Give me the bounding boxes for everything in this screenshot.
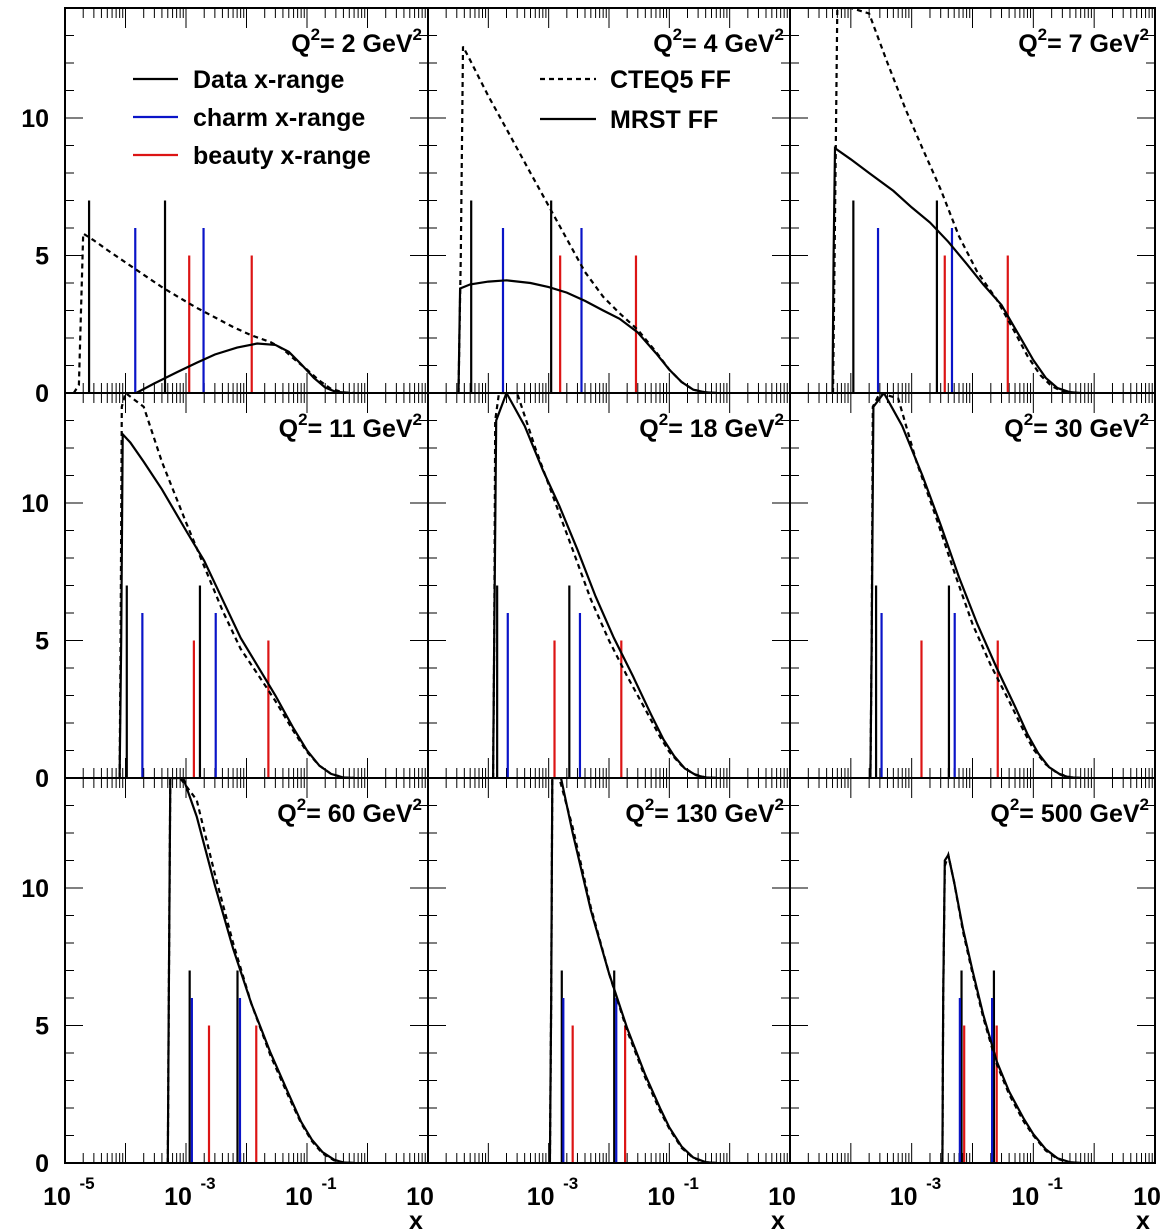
mrst-ff-curve [869,393,1081,778]
panel-1: Q2= 2 GeV2 0 5 10 Data x-range charm x-range b… [21,7,429,408]
y-tick-label: 10 [21,490,49,518]
cteq5-ff-curve [869,393,1081,778]
mrst-ff-curve [457,279,717,393]
x-axis-label: x [409,1207,423,1231]
panel-frame [789,7,1156,394]
y-tick-label: 10 [21,875,49,903]
x-tick-label: 10 [406,1183,434,1211]
panel-frame [427,392,791,779]
panel-title: Q2= 18 GeV2 [639,410,784,443]
x-axis-label: x [771,1207,785,1231]
x-tick-label-exponent: -1 [321,1174,336,1193]
panel-6: Q2= 30 GeV2 [789,392,1156,779]
legend-label: CTEQ5 FF [610,66,731,94]
x-tick-label: 10 [285,1183,313,1211]
panel-title: Q2= 7 GeV2 [1018,25,1149,58]
panel-4: Q2= 11 GeV2 0 5 10 [21,392,429,793]
y-tick-label: 5 [35,628,49,656]
panel-title: Q2= 4 GeV2 [653,25,784,58]
x-tick-label: 10 [647,1183,675,1211]
panel-frame [789,392,1156,779]
x-tick-label: 10 [890,1183,918,1211]
panel-5: Q2= 18 GeV2 [427,392,791,779]
x-tick-label-exponent: -3 [926,1174,941,1193]
y-tick-label: 10 [21,105,49,133]
x-tick-label-exponent: -1 [1048,1174,1063,1193]
legend-label: beauty x-range [193,142,371,170]
legend-curves: CTEQ5 FF MRST FF [540,66,731,134]
cteq5-ff-curve [166,778,355,1163]
mrst-ff-curve [831,146,1081,393]
y-tick-label: 5 [35,1013,49,1041]
panel-title: Q2= 500 GeV2 [990,795,1149,828]
x-tick-label: 10 [164,1183,192,1211]
panel-title: Q2= 30 GeV2 [1004,410,1149,443]
cteq5-ff-curve [457,45,717,393]
panel-title: Q2= 2 GeV2 [291,25,422,58]
mrst-ff-curve [135,342,350,393]
x-tick-label-exponent: -3 [200,1174,215,1193]
legend-label: Data x-range [193,66,345,94]
x-tick-label: 10 [43,1183,71,1211]
panel-title: Q2= 130 GeV2 [625,795,784,828]
panel-frame [427,7,791,394]
y-tick-label: 5 [35,243,49,271]
cteq5-ff-curve [118,393,355,778]
panel-title: Q2= 11 GeV2 [279,410,422,443]
legend-label: MRST FF [610,106,718,134]
x-tick-label-exponent: -5 [79,1174,94,1193]
legend-label: charm x-range [193,104,365,132]
panel-frame [789,777,1156,1164]
y-tick-label: 0 [35,1150,49,1178]
legend-ranges: Data x-range charm x-range beauty x-range [133,66,371,170]
x-tick-label: 10 [527,1183,555,1211]
x-tick-label: 10 [768,1183,796,1211]
cteq5-ff-curve [548,778,717,1163]
mrst-ff-curve [118,431,355,778]
mrst-ff-curve [548,778,717,1163]
x-tick-label-exponent: -3 [563,1174,578,1193]
mrst-ff-curve [492,393,717,778]
panel-3: Q2= 7 GeV2 [789,7,1156,394]
mrst-ff-curve [941,852,1081,1163]
x-tick-label: 10 [1133,1183,1161,1211]
x-tick-label: 10 [1011,1183,1039,1211]
x-tick-label-exponent: -1 [684,1174,699,1193]
panel-frame [64,777,429,1164]
y-tick-label: 0 [35,765,49,793]
y-tick-label: 0 [35,380,49,408]
panel-title: Q2= 60 GeV2 [277,795,422,828]
mrst-ff-curve [166,778,355,1163]
x-axis-label: x [1136,1207,1150,1231]
cteq5-ff-curve [831,8,1077,393]
cteq5-ff-curve [72,231,355,393]
cteq5-ff-curve [492,393,717,778]
panel-2: Q2= 4 GeV2 CTEQ5 FF MRST FF [427,7,791,394]
